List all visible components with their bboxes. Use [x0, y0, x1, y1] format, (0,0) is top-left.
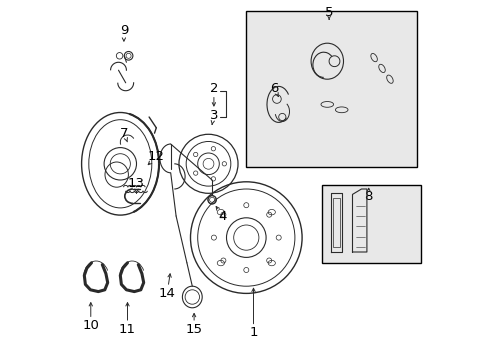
Bar — [321, 185, 420, 263]
Text: 12: 12 — [147, 150, 164, 163]
Text: 8: 8 — [364, 190, 372, 203]
Text: 9: 9 — [120, 24, 128, 37]
Text: 4: 4 — [218, 210, 226, 222]
Text: 11: 11 — [119, 323, 136, 336]
Text: 14: 14 — [158, 287, 175, 300]
Text: 13: 13 — [128, 177, 145, 190]
Text: 1: 1 — [249, 327, 257, 339]
Text: 5: 5 — [324, 6, 333, 19]
Text: 10: 10 — [82, 319, 99, 332]
Text: 15: 15 — [185, 323, 202, 336]
Text: 2: 2 — [209, 82, 218, 95]
Text: 6: 6 — [269, 82, 278, 95]
Text: 7: 7 — [120, 127, 128, 140]
Text: 3: 3 — [209, 109, 218, 122]
Bar — [332, 198, 339, 247]
Bar — [246, 11, 416, 167]
